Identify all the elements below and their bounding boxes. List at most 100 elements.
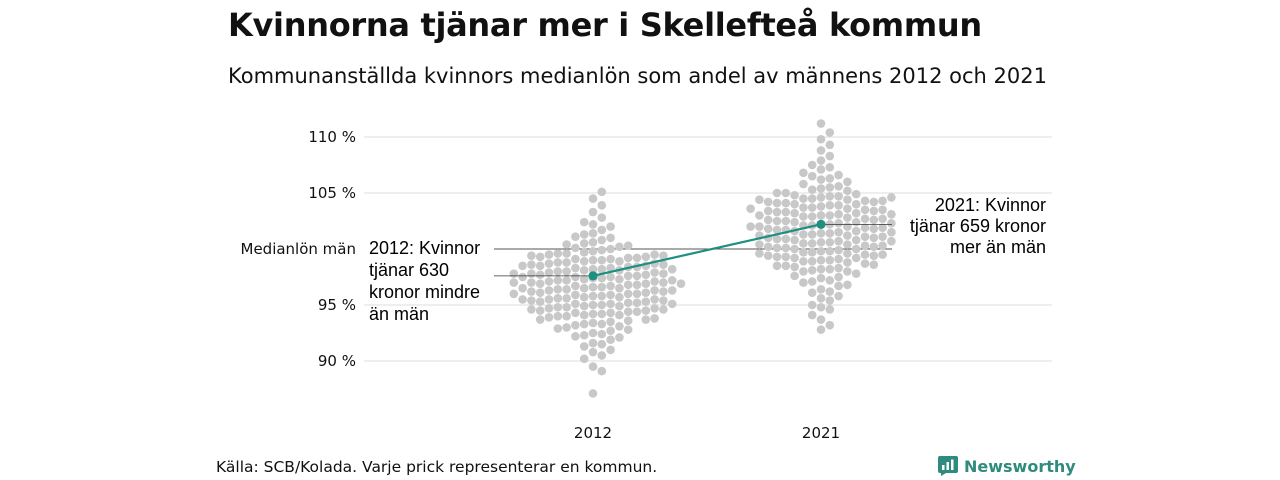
swarm-dot-2012: [579, 310, 589, 320]
swarm-dot-2021: [834, 245, 843, 255]
swarm-dot-2012: [535, 270, 545, 280]
swarm-dot-2021: [772, 198, 782, 208]
swarm-dot-2012: [588, 347, 598, 357]
swarm-dot-2021: [790, 244, 799, 254]
swarm-dot-2021: [851, 208, 861, 218]
swarm-dot-2012: [597, 264, 607, 274]
swarm-dot-2012: [588, 282, 598, 292]
swarm-dot-2012: [623, 325, 633, 334]
swarm-dot-2012: [571, 308, 580, 318]
swarm-dot-2012: [606, 290, 615, 300]
swarm-dot-2012: [650, 304, 659, 313]
swarm-dot-2021: [781, 207, 791, 217]
swarm-dot-2012: [659, 251, 668, 261]
swarm-dot-2012: [571, 320, 580, 330]
swarm-dot-2021: [816, 175, 826, 184]
swarm-dot-2012: [659, 296, 668, 305]
swarm-dot-2021: [772, 188, 782, 198]
swarm-dot-2012: [606, 335, 615, 345]
swarm-dot-2012: [553, 293, 563, 303]
swarm-dot-2021: [799, 278, 808, 287]
highlight-point-2021: [816, 219, 826, 229]
swarm-dot-2012: [623, 316, 633, 325]
swarm-dot-2012: [588, 194, 598, 203]
swarm-dot-2021: [807, 160, 817, 170]
swarm-dot-2012: [667, 276, 677, 285]
swarm-dot-2021: [851, 189, 861, 199]
beeswarm-chart: 90 % 95 % Medianlön män 105 % 110 % 2012: Kv…: [241, 119, 1052, 442]
swarm-dot-2012: [606, 281, 615, 291]
swarm-dot-2012: [535, 261, 545, 271]
swarm-dot-2021: [816, 134, 826, 144]
swarm-dot-2021: [843, 258, 852, 267]
swarm-dot-2012: [623, 241, 633, 250]
swarm-dot-2012: [571, 281, 580, 291]
swarm-dot-2021: [816, 273, 826, 283]
swarm-dot-2021: [807, 171, 817, 181]
swarm-dot-2012: [535, 306, 545, 315]
annotation-2021-line: 2021: Kvinnor: [935, 195, 1046, 215]
swarm-dot-2012: [571, 299, 580, 309]
swarm-dot-2021: [816, 315, 826, 324]
swarm-dot-2021: [807, 277, 817, 286]
swarm-dot-2012: [562, 276, 571, 285]
swarm-dot-2012: [615, 242, 624, 252]
swarm-dot-2012: [553, 324, 563, 333]
swarm-dot-2012: [615, 310, 624, 320]
swarm-dot-2021: [860, 205, 870, 215]
swarm-dot-2021: [843, 267, 852, 276]
swarm-dot-2012: [544, 268, 554, 277]
swarm-dot-2012: [623, 298, 633, 308]
swarm-dot-2021: [825, 151, 835, 161]
swarm-dot-2012: [579, 248, 589, 257]
swarm-dot-2012: [544, 286, 554, 295]
annotation-2021-line: tjänar 659 kronor: [910, 216, 1046, 236]
swarm-dot-2012: [597, 329, 607, 339]
swarm-dot-2012: [597, 282, 607, 292]
swarm-dot-2012: [535, 297, 545, 306]
swarm-dot-2021: [755, 240, 764, 249]
swarm-dot-2012: [623, 271, 633, 281]
swarm-dot-2012: [597, 366, 607, 376]
swarm-dot-2012: [579, 292, 589, 302]
swarm-dot-2012: [606, 299, 615, 309]
swarm-dot-2012: [553, 302, 563, 312]
swarm-dot-2021: [878, 214, 887, 224]
swarm-dot-2012: [650, 277, 659, 286]
swarm-dot-2021: [860, 223, 870, 233]
swarm-dot-2012: [518, 261, 527, 271]
swarm-dot-2021: [816, 184, 826, 193]
swarm-dot-2021: [746, 222, 755, 231]
swarm-dot-2021: [869, 242, 879, 252]
swarm-dot-2021: [790, 235, 799, 245]
swarm-dot-2021: [878, 196, 887, 206]
swarm-dot-2021: [825, 140, 835, 150]
swarm-dot-2021: [799, 179, 808, 189]
swarm-dot-2021: [869, 233, 879, 243]
brand[interactable]: Newsworthy: [938, 456, 1076, 476]
swarm-dot-2021: [763, 242, 773, 252]
swarm-dot-2021: [825, 128, 835, 137]
brand-name: Newsworthy: [964, 456, 1076, 476]
swarm-dot-2021: [816, 165, 826, 174]
swarm-dot-2012: [659, 287, 668, 296]
swarm-dot-2021: [869, 251, 879, 261]
swarm-dot-2021: [825, 255, 835, 265]
swarm-dot-2012: [571, 263, 580, 273]
swarm-dot-2012: [588, 291, 598, 301]
swarm-dot-2012: [641, 315, 651, 324]
swarm-dot-2021: [799, 203, 808, 212]
swarm-dot-2012: [562, 258, 571, 267]
swarm-dot-2012: [518, 295, 527, 304]
swarm-dot-2012: [579, 265, 589, 275]
swarm-dot-2021: [807, 230, 817, 239]
swarm-dot-2021: [878, 232, 887, 241]
swarm-dot-2021: [816, 146, 826, 155]
swarm-dot-2021: [781, 188, 791, 198]
swarm-dot-2021: [799, 212, 808, 221]
swarm-dot-2012: [659, 269, 668, 278]
swarm-dot-2021: [843, 280, 852, 290]
swarm-dot-2012: [588, 389, 598, 398]
swarm-dot-2021: [860, 250, 870, 259]
annotation-2012-line: tjänar 630: [369, 260, 449, 280]
